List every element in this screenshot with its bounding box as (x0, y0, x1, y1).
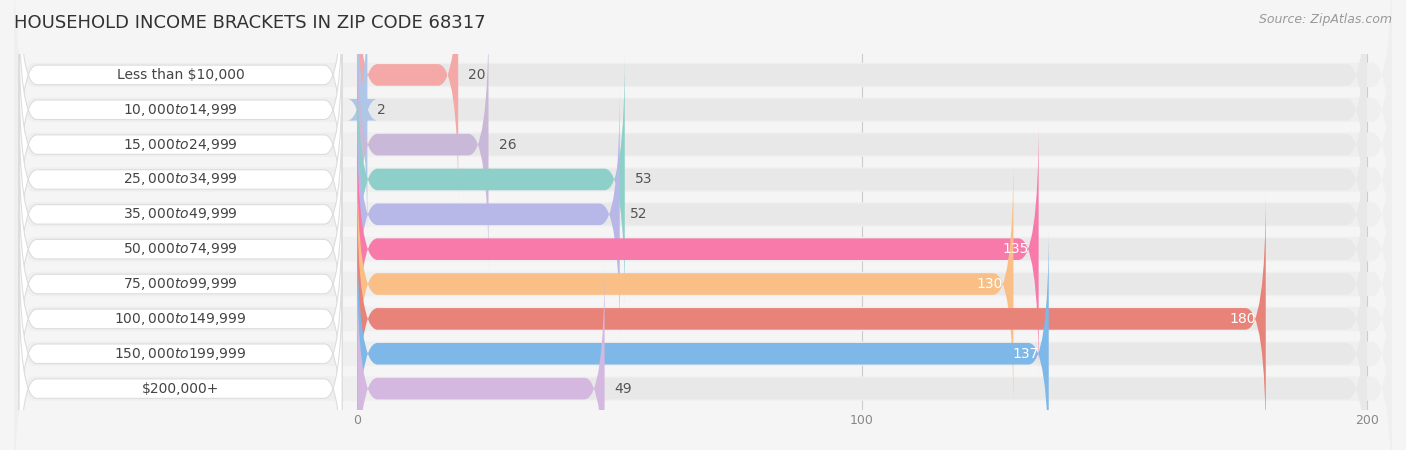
FancyBboxPatch shape (357, 51, 624, 308)
FancyBboxPatch shape (20, 0, 342, 187)
FancyBboxPatch shape (14, 157, 1392, 411)
Text: 26: 26 (499, 138, 516, 152)
FancyBboxPatch shape (20, 172, 342, 396)
FancyBboxPatch shape (20, 276, 342, 450)
FancyBboxPatch shape (357, 51, 1367, 308)
Text: Less than $10,000: Less than $10,000 (117, 68, 245, 82)
FancyBboxPatch shape (357, 0, 458, 203)
FancyBboxPatch shape (14, 87, 1392, 342)
Text: 52: 52 (630, 207, 647, 221)
Text: $35,000 to $49,999: $35,000 to $49,999 (124, 206, 238, 222)
FancyBboxPatch shape (14, 18, 1392, 272)
Text: $50,000 to $74,999: $50,000 to $74,999 (124, 241, 238, 257)
FancyBboxPatch shape (357, 190, 1265, 447)
Text: 135: 135 (1002, 242, 1029, 256)
FancyBboxPatch shape (14, 122, 1392, 376)
Text: 180: 180 (1229, 312, 1256, 326)
Text: 53: 53 (636, 172, 652, 186)
FancyBboxPatch shape (20, 0, 342, 222)
FancyBboxPatch shape (357, 16, 488, 273)
FancyBboxPatch shape (14, 192, 1392, 446)
FancyBboxPatch shape (20, 207, 342, 431)
Text: 130: 130 (977, 277, 1004, 291)
FancyBboxPatch shape (357, 260, 1367, 450)
FancyBboxPatch shape (14, 261, 1392, 450)
Text: HOUSEHOLD INCOME BRACKETS IN ZIP CODE 68317: HOUSEHOLD INCOME BRACKETS IN ZIP CODE 68… (14, 14, 485, 32)
FancyBboxPatch shape (357, 0, 1367, 203)
Text: 20: 20 (468, 68, 486, 82)
Text: $75,000 to $99,999: $75,000 to $99,999 (124, 276, 238, 292)
Text: $15,000 to $24,999: $15,000 to $24,999 (124, 137, 238, 153)
FancyBboxPatch shape (347, 0, 377, 238)
FancyBboxPatch shape (20, 242, 342, 450)
Text: $25,000 to $34,999: $25,000 to $34,999 (124, 171, 238, 188)
Text: 49: 49 (614, 382, 633, 396)
FancyBboxPatch shape (357, 260, 605, 450)
FancyBboxPatch shape (357, 121, 1367, 378)
FancyBboxPatch shape (357, 86, 1367, 343)
Text: $200,000+: $200,000+ (142, 382, 219, 396)
Text: $150,000 to $199,999: $150,000 to $199,999 (114, 346, 247, 362)
Text: Source: ZipAtlas.com: Source: ZipAtlas.com (1258, 14, 1392, 27)
FancyBboxPatch shape (357, 225, 1049, 450)
FancyBboxPatch shape (357, 86, 620, 343)
FancyBboxPatch shape (14, 0, 1392, 202)
FancyBboxPatch shape (357, 0, 1367, 238)
FancyBboxPatch shape (357, 225, 1367, 450)
FancyBboxPatch shape (357, 121, 1039, 378)
FancyBboxPatch shape (20, 67, 342, 292)
Text: 137: 137 (1012, 347, 1039, 361)
FancyBboxPatch shape (20, 137, 342, 361)
FancyBboxPatch shape (14, 0, 1392, 237)
FancyBboxPatch shape (20, 32, 342, 257)
FancyBboxPatch shape (357, 16, 1367, 273)
FancyBboxPatch shape (357, 190, 1367, 447)
Text: $100,000 to $149,999: $100,000 to $149,999 (114, 311, 247, 327)
FancyBboxPatch shape (357, 155, 1014, 413)
FancyBboxPatch shape (14, 52, 1392, 307)
Text: $10,000 to $14,999: $10,000 to $14,999 (124, 102, 238, 118)
FancyBboxPatch shape (357, 155, 1367, 413)
Text: 2: 2 (377, 103, 387, 117)
FancyBboxPatch shape (20, 102, 342, 327)
FancyBboxPatch shape (14, 226, 1392, 450)
